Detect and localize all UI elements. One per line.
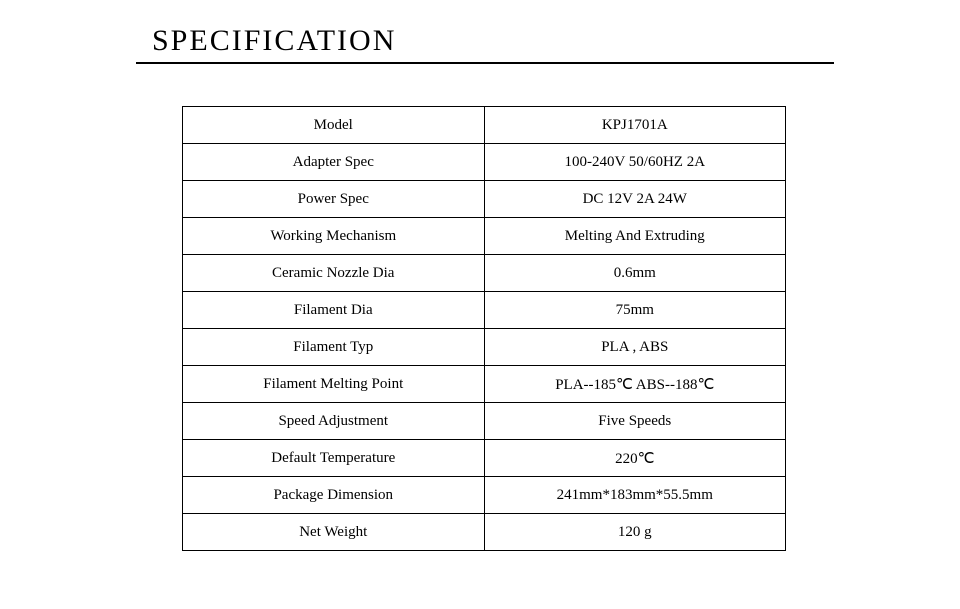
- spec-label: Adapter Spec: [183, 144, 485, 181]
- table-row: Working Mechanism Melting And Extruding: [183, 218, 786, 255]
- spec-value: PLA--185℃ ABS--188℃: [484, 366, 786, 403]
- specification-table: Model KPJ1701A Adapter Spec 100-240V 50/…: [182, 106, 786, 551]
- spec-label: Filament Typ: [183, 329, 485, 366]
- spec-label: Package Dimension: [183, 477, 485, 514]
- title-underline: [136, 62, 834, 64]
- spec-label: Speed Adjustment: [183, 403, 485, 440]
- spec-label: Default Temperature: [183, 440, 485, 477]
- spec-label: Working Mechanism: [183, 218, 485, 255]
- spec-value: Melting And Extruding: [484, 218, 786, 255]
- spec-label: Filament Dia: [183, 292, 485, 329]
- table-row: Speed Adjustment Five Speeds: [183, 403, 786, 440]
- spec-value: Five Speeds: [484, 403, 786, 440]
- table-row: Package Dimension 241mm*183mm*55.5mm: [183, 477, 786, 514]
- spec-value: 120 g: [484, 514, 786, 551]
- table-row: Filament Melting Point PLA--185℃ ABS--18…: [183, 366, 786, 403]
- spec-value: KPJ1701A: [484, 107, 786, 144]
- table-row: Ceramic Nozzle Dia 0.6mm: [183, 255, 786, 292]
- spec-label: Power Spec: [183, 181, 485, 218]
- table-row: Adapter Spec 100-240V 50/60HZ 2A: [183, 144, 786, 181]
- spec-value: 0.6mm: [484, 255, 786, 292]
- spec-value: 75mm: [484, 292, 786, 329]
- spec-value: 220℃: [484, 440, 786, 477]
- table-row: Filament Dia 75mm: [183, 292, 786, 329]
- spec-label: Filament Melting Point: [183, 366, 485, 403]
- table-row: Default Temperature 220℃: [183, 440, 786, 477]
- spec-value: 100-240V 50/60HZ 2A: [484, 144, 786, 181]
- spec-label: Net Weight: [183, 514, 485, 551]
- spec-value: PLA , ABS: [484, 329, 786, 366]
- table-row: Power Spec DC 12V 2A 24W: [183, 181, 786, 218]
- page-title: SPECIFICATION: [152, 24, 396, 58]
- spec-value: 241mm*183mm*55.5mm: [484, 477, 786, 514]
- table-row: Model KPJ1701A: [183, 107, 786, 144]
- table-row: Net Weight 120 g: [183, 514, 786, 551]
- spec-label: Model: [183, 107, 485, 144]
- table-row: Filament Typ PLA , ABS: [183, 329, 786, 366]
- spec-value: DC 12V 2A 24W: [484, 181, 786, 218]
- spec-label: Ceramic Nozzle Dia: [183, 255, 485, 292]
